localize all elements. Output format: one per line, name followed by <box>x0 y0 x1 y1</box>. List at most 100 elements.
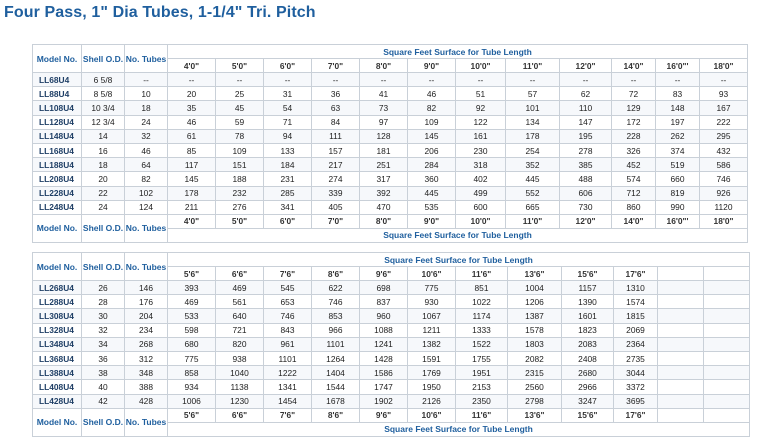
shell-od: 40 <box>81 379 125 395</box>
table-row: LL268U4 26 146 393 469 545 622 698 775 851 1004 115… <box>32 279 750 296</box>
model-number: LL368U4 <box>32 350 82 367</box>
empty-cell <box>703 279 750 296</box>
surface-value: 317 <box>359 171 408 187</box>
tube-length-header: 9'6" <box>359 266 408 281</box>
surface-value: 326 <box>611 142 656 159</box>
surface-value: 926 <box>699 185 748 201</box>
surface-value: 188 <box>215 171 264 187</box>
surface-value: -- <box>559 71 612 88</box>
surface-value: 680 <box>167 336 216 352</box>
surface-value: 2798 <box>507 393 562 409</box>
surface-value: 2560 <box>507 379 562 395</box>
surface-value: 598 <box>167 322 216 338</box>
surface-value: 405 <box>311 199 360 215</box>
surface-value: 318 <box>455 157 506 173</box>
tube-length-header: 17'6" <box>613 266 658 281</box>
surface-value: 295 <box>699 128 748 144</box>
model-number: LL68U4 <box>32 71 82 88</box>
model-number: LL248U4 <box>32 199 82 215</box>
empty-cell <box>657 365 704 381</box>
surface-value: 181 <box>359 142 408 159</box>
surface-value: 470 <box>359 199 408 215</box>
surface-value: 1950 <box>407 379 456 395</box>
shell-od: 6 5/8 <box>81 71 125 88</box>
surface-value: 217 <box>311 157 360 173</box>
surface-value: 843 <box>263 322 312 338</box>
tube-length-header: 18'0" <box>699 213 748 229</box>
surface-value: 851 <box>455 279 508 296</box>
surface-value: 1333 <box>455 322 508 338</box>
empty-cell <box>703 407 750 423</box>
surface-value: 274 <box>311 171 360 187</box>
surface-value: 2350 <box>455 393 508 409</box>
surface-value: 1157 <box>561 279 614 296</box>
surface-value: 97 <box>359 114 408 130</box>
empty-cell <box>657 379 704 395</box>
empty-cell <box>657 407 704 423</box>
empty-cell <box>657 266 704 281</box>
tube-length-header: 10'0" <box>455 213 506 229</box>
surface-value: 46 <box>167 114 216 130</box>
surface-value: 1101 <box>311 336 360 352</box>
surface-value: 110 <box>559 100 612 116</box>
empty-cell <box>703 365 750 381</box>
tube-length-header: 13'6" <box>507 266 562 281</box>
surface-value: 45 <box>215 100 264 116</box>
surface-value: 938 <box>215 350 264 367</box>
surface-value: 775 <box>167 350 216 367</box>
column-header-shell-od: Shell O.D. <box>81 407 125 437</box>
tube-count: 428 <box>124 393 168 409</box>
table-row: LL348U4 34 268 680 820 961 1101 1241 1382 1522 180… <box>32 336 750 352</box>
surface-value: 41 <box>359 86 408 102</box>
tube-length-header: 7'0" <box>311 213 360 229</box>
surface-value: 145 <box>167 171 216 187</box>
tube-length-header: 16'0"' <box>655 213 700 229</box>
tube-length-header: 8'6" <box>311 407 360 423</box>
surface-value: 837 <box>359 294 408 310</box>
model-number: LL228U4 <box>32 185 82 201</box>
surface-value: 262 <box>655 128 700 144</box>
empty-cell <box>703 336 750 352</box>
surface-value: 746 <box>699 171 748 187</box>
surface-value: 393 <box>167 279 216 296</box>
column-header-shell-od: Shell O.D. <box>81 213 125 243</box>
surface-value: 94 <box>263 128 312 144</box>
tube-length-header: 9'6" <box>359 407 408 423</box>
surface-value: 20 <box>167 86 216 102</box>
surface-value: 78 <box>215 128 264 144</box>
surface-value: 178 <box>505 128 560 144</box>
table-row: LL128U4 12 3/4 24 46 59 71 84 97 109 122 134 147 172… <box>32 114 748 130</box>
tube-count: 234 <box>124 322 168 338</box>
model-number: LL308U4 <box>32 308 82 324</box>
tube-length-header: 14'0" <box>611 213 656 229</box>
surface-value: 698 <box>359 279 408 296</box>
surface-value: 109 <box>407 114 456 130</box>
surface-value: 960 <box>359 308 408 324</box>
surface-value: 469 <box>167 294 216 310</box>
surface-value: -- <box>407 71 456 88</box>
model-number: LL288U4 <box>32 294 82 310</box>
surface-value: 284 <box>407 157 456 173</box>
surface-value: 930 <box>407 294 456 310</box>
surface-value: 54 <box>263 100 312 116</box>
tube-count: 124 <box>124 199 168 215</box>
surface-value: 1586 <box>359 365 408 381</box>
surface-value: 552 <box>505 185 560 201</box>
tube-length-header: 4'0" <box>167 213 216 229</box>
surface-value: 230 <box>455 142 506 159</box>
surface-value: 46 <box>407 86 456 102</box>
model-number: LL348U4 <box>32 336 82 352</box>
model-number: LL108U4 <box>32 100 82 116</box>
surface-value: 1803 <box>507 336 562 352</box>
surface-value: 606 <box>559 185 612 201</box>
shell-od: 12 3/4 <box>81 114 125 130</box>
surface-value: 640 <box>215 308 264 324</box>
tube-count: 64 <box>124 157 168 173</box>
surface-value: 3247 <box>561 393 614 409</box>
surface-value: 860 <box>611 199 656 215</box>
surface-value: 59 <box>215 114 264 130</box>
surface-value: 712 <box>611 185 656 201</box>
surface-value: 341 <box>263 199 312 215</box>
tube-length-header: 8'0" <box>359 58 408 73</box>
surface-value: 109 <box>215 142 264 159</box>
